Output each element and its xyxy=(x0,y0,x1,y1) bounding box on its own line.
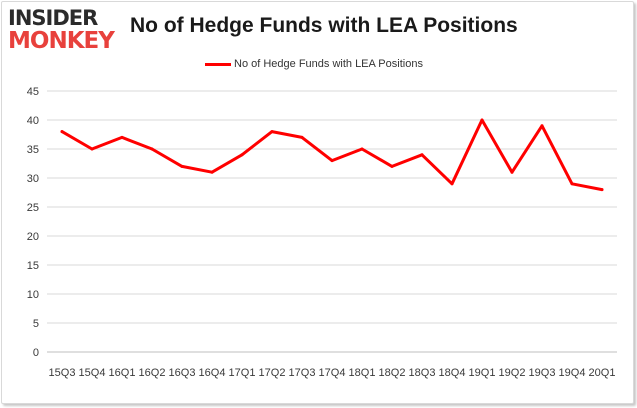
y-tick-label: 40 xyxy=(27,115,39,127)
data-point xyxy=(210,170,214,174)
data-point xyxy=(270,130,274,134)
gridlines xyxy=(47,90,617,353)
series-line xyxy=(60,118,604,192)
data-point xyxy=(420,153,424,157)
data-point xyxy=(120,135,124,139)
x-tick-label: 17Q1 xyxy=(229,367,256,379)
chart-legend: No of Hedge Funds with LEA Positions xyxy=(205,55,423,73)
x-tick-label: 17Q3 xyxy=(289,367,316,379)
y-tick-label: 30 xyxy=(27,173,39,185)
data-point xyxy=(150,147,154,151)
data-point xyxy=(570,182,574,186)
y-tick-label: 45 xyxy=(27,86,39,98)
x-tick-label: 20Q1 xyxy=(589,367,616,379)
legend-label: No of Hedge Funds with LEA Positions xyxy=(234,58,423,70)
x-tick-label: 16Q3 xyxy=(169,367,196,379)
x-tick-label: 18Q4 xyxy=(439,367,466,379)
x-tick-label: 16Q4 xyxy=(199,367,226,379)
y-tick-label: 5 xyxy=(33,318,39,330)
y-tick-label: 25 xyxy=(27,202,39,214)
logo-line-2: MONKEY xyxy=(8,28,115,54)
legend-swatch xyxy=(205,62,231,66)
x-tick-label: 18Q2 xyxy=(379,367,406,379)
y-tick-label: 35 xyxy=(27,144,39,156)
y-tick-label: 20 xyxy=(27,231,39,243)
x-tick-label: 15Q4 xyxy=(79,367,106,379)
x-tick-label: 19Q2 xyxy=(499,367,526,379)
data-point xyxy=(540,124,544,128)
x-tick-label: 18Q3 xyxy=(409,367,436,379)
x-tick-label: 17Q2 xyxy=(259,367,286,379)
x-tick-label: 15Q3 xyxy=(49,367,76,379)
data-point xyxy=(600,188,604,192)
chart-title: No of Hedge Funds with LEA Positions xyxy=(130,14,518,37)
data-point xyxy=(510,170,514,174)
insider-monkey-logo: INSIDER MONKEY xyxy=(8,6,116,54)
data-point xyxy=(300,135,304,139)
x-tick-label: 19Q3 xyxy=(529,367,556,379)
x-tick-label: 18Q1 xyxy=(349,367,376,379)
x-axis: 15Q3 15Q4 16Q1 16Q2 16Q3 16Q4 17Q1 17Q2 17Q3 17Q4… xyxy=(47,351,617,379)
data-point xyxy=(480,118,484,122)
x-tick-label: 16Q2 xyxy=(139,367,166,379)
data-point xyxy=(90,147,94,151)
y-axis: 0 5 10 15 20 25 30 35 40 45 xyxy=(27,86,39,359)
series-layer xyxy=(60,118,604,192)
logo-line-1: INSIDER xyxy=(8,6,98,30)
data-point xyxy=(360,147,364,151)
data-point xyxy=(450,182,454,186)
x-tick-label: 16Q1 xyxy=(109,367,136,379)
data-point xyxy=(330,159,334,163)
y-tick-label: 10 xyxy=(27,289,39,301)
data-point xyxy=(180,164,184,168)
x-tick-label: 17Q4 xyxy=(319,367,346,379)
x-tick-label: 19Q1 xyxy=(469,367,496,379)
data-point xyxy=(60,130,64,134)
y-tick-label: 0 xyxy=(33,347,39,359)
data-point xyxy=(390,164,394,168)
x-tick-label: 19Q4 xyxy=(559,367,586,379)
data-point xyxy=(240,153,244,157)
y-tick-label: 15 xyxy=(27,260,39,272)
